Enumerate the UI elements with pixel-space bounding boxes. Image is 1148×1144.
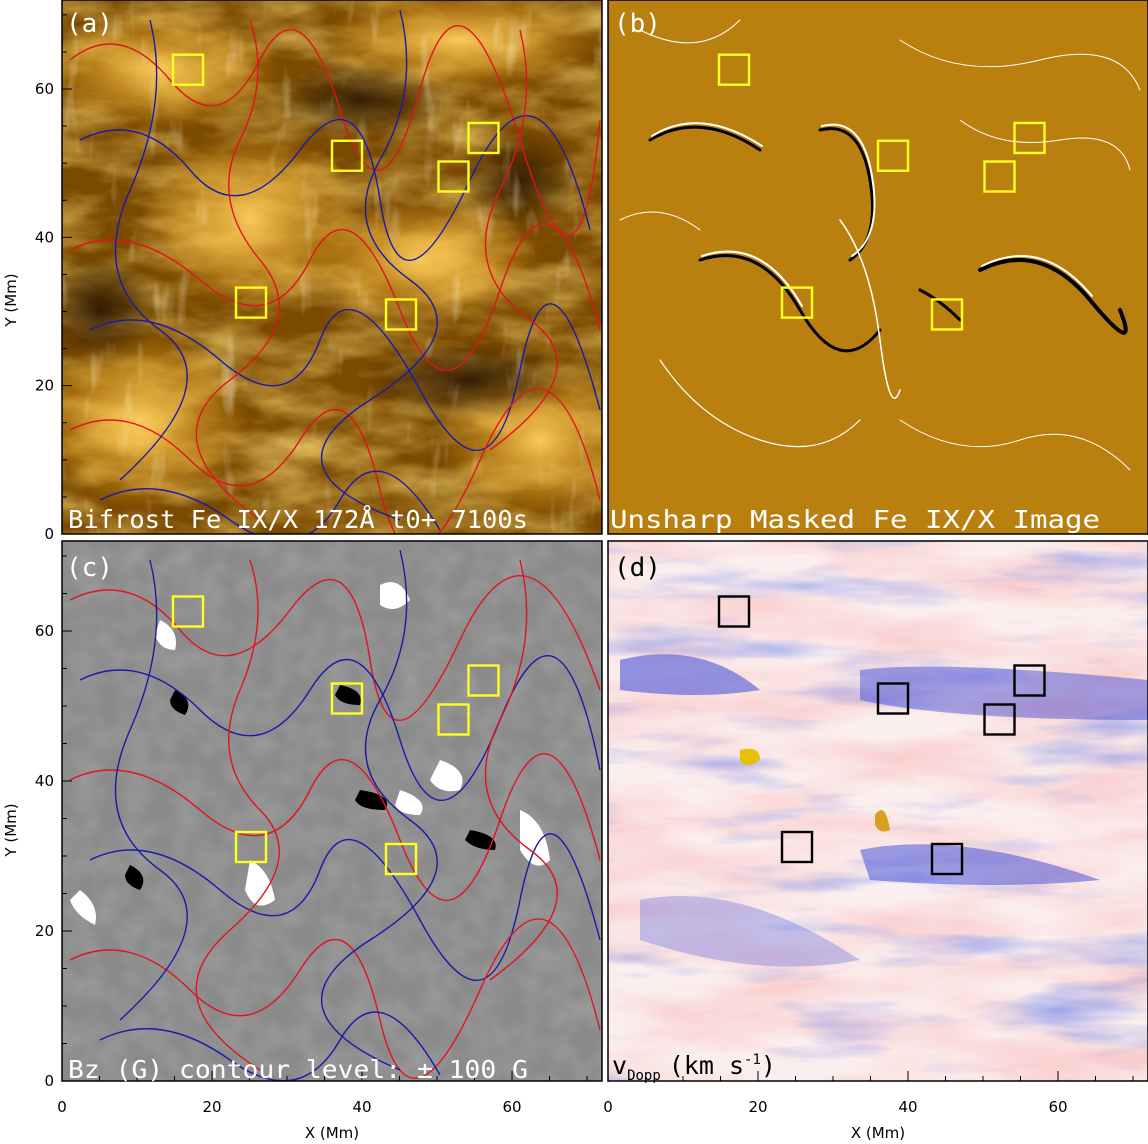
ytick-label-bottom-40: 40 — [35, 772, 54, 790]
xtick-label-right-0: 0 — [603, 1098, 613, 1116]
feature-box-b-5 — [780, 286, 814, 319]
feature-box-d-5 — [780, 830, 814, 864]
panel-a-caption: Bifrost Fe IX/X 172Å t0+ 7100s — [68, 505, 528, 534]
xlabel-left: X (Mm) — [305, 1124, 359, 1142]
panel-b-caption: Unsharp Masked Fe IX/X Image — [610, 505, 1100, 534]
ytick-label-bottom-60: 60 — [35, 622, 54, 640]
panel-b-tag: (b) — [614, 9, 661, 39]
ytick-label-top-0: 0 — [44, 525, 54, 543]
xtick-label-left-40: 40 — [352, 1098, 371, 1116]
feature-box-a-6 — [384, 298, 418, 331]
axes-ticks: 0 20 40 60 0 20 40 60 0 20 40 60 0 20 40 60 — [35, 14, 1134, 1116]
xtick-label-right-40: 40 — [898, 1098, 917, 1116]
panel-d-caption-sup: -1 — [744, 1052, 761, 1068]
ylabel-bottom: Y (Mm) — [2, 803, 20, 857]
feature-box-a-1 — [171, 53, 205, 86]
feature-box-b-2 — [876, 139, 910, 172]
panel-a — [62, 0, 602, 534]
contours-c — [69, 549, 601, 1081]
ylabel-top: Y (Mm) — [2, 273, 20, 327]
feature-box-c-2 — [330, 682, 364, 715]
xtick-label-left-20: 20 — [202, 1098, 221, 1116]
panel-d-caption-v: v — [612, 1051, 627, 1080]
xtick-label-left-0: 0 — [57, 1098, 67, 1116]
panel-c — [62, 541, 602, 1081]
panel-a-tag: (a) — [66, 9, 113, 39]
feature-box-a-3 — [467, 121, 500, 155]
feature-box-c-1 — [171, 595, 205, 628]
feature-box-a-5 — [234, 286, 268, 319]
feature-box-a-2 — [330, 139, 364, 172]
feature-box-b-4 — [983, 160, 1016, 193]
feature-box-d-2 — [876, 682, 910, 715]
panel-b — [608, 0, 1148, 534]
feature-box-d-4 — [983, 703, 1016, 736]
ytick-label-bottom-0: 0 — [44, 1072, 54, 1090]
bz-patches — [70, 582, 550, 925]
panel-d-caption-unit: (km s — [669, 1051, 744, 1080]
xtick-label-left-60: 60 — [502, 1098, 521, 1116]
panel-d — [608, 541, 1148, 1081]
panel-d-tag: (d) — [614, 553, 661, 583]
feature-boxes — [171, 53, 1046, 876]
xtick-label-right-20: 20 — [748, 1098, 767, 1116]
feature-box-c-3 — [467, 664, 500, 697]
feature-box-b-6 — [930, 298, 964, 331]
panel-c-caption: Bz (G) contour level: ± 100 G — [68, 1055, 528, 1084]
feature-box-a-4 — [437, 160, 470, 193]
contours-a — [69, 9, 601, 534]
feature-box-b-3 — [1013, 121, 1046, 155]
feature-box-c-6 — [384, 842, 418, 876]
ytick-label-bottom-20: 20 — [35, 922, 54, 940]
ytick-label-top-40: 40 — [35, 228, 54, 246]
panel-d-caption-sub: Dopp — [627, 1068, 661, 1084]
feature-box-c-5 — [234, 830, 268, 864]
feature-box-d-1 — [717, 595, 751, 628]
xlabel-right: X (Mm) — [851, 1124, 905, 1142]
xtick-label-right-60: 60 — [1048, 1098, 1067, 1116]
feature-box-d-3 — [1013, 664, 1046, 697]
feature-box-b-1 — [717, 53, 751, 86]
ytick-label-top-20: 20 — [35, 377, 54, 395]
feature-box-d-6 — [930, 842, 964, 876]
panel-c-tag: (c) — [66, 553, 113, 583]
panel-d-caption: vDopp (km s-1) — [612, 1051, 776, 1084]
feature-box-c-4 — [437, 703, 470, 736]
panel-d-caption-end: ) — [761, 1051, 776, 1080]
ytick-label-top-60: 60 — [35, 80, 54, 98]
